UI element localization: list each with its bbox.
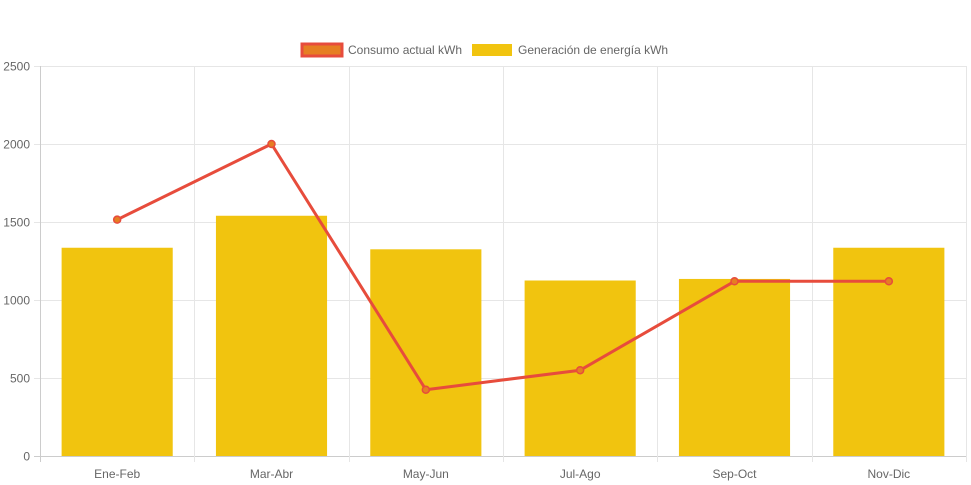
bar[interactable] <box>678 278 791 456</box>
legend-label-consumo: Consumo actual kWh <box>348 43 462 57</box>
line-point[interactable] <box>267 139 276 149</box>
series-line <box>116 142 889 392</box>
y-tick-label: 2000 <box>3 138 30 152</box>
bar[interactable] <box>370 249 482 456</box>
legend-swatch-generacion <box>472 44 512 56</box>
legend: Consumo actual kWh Generación de energía… <box>300 42 668 58</box>
bar[interactable] <box>215 215 328 456</box>
x-tick-label: Ene-Feb <box>94 467 140 481</box>
x-tick-label: May-Jun <box>403 467 449 481</box>
y-tick-label: 1000 <box>3 294 30 308</box>
bar[interactable] <box>61 247 173 456</box>
y-tick-label: 500 <box>10 372 30 386</box>
legend-swatch-consumo <box>300 42 344 58</box>
legend-item-consumo[interactable]: Consumo actual kWh <box>300 42 462 58</box>
line-point[interactable] <box>575 365 585 375</box>
axes: 0 500 1000 1500 2000 2500 Ene-Feb Mar-Abr May-Ju… <box>3 60 910 482</box>
bar-series-generacion <box>61 215 945 456</box>
line-series-consumo <box>112 139 894 394</box>
line-point[interactable] <box>730 277 739 286</box>
legend-item-generacion[interactable]: Generación de energía kWh <box>472 43 668 57</box>
y-tick-label: 0 <box>23 450 30 464</box>
x-tick-label: Mar-Abr <box>250 467 293 481</box>
x-tick-label: Jul-Ago <box>560 467 601 481</box>
legend-label-generacion: Generación de energía kWh <box>518 43 668 57</box>
y-tick-label: 2500 <box>3 60 30 74</box>
line-point[interactable] <box>421 385 431 394</box>
line-point[interactable] <box>884 277 894 286</box>
x-tick-label: Nov-Dic <box>867 467 910 481</box>
y-tick-label: 1500 <box>3 216 30 230</box>
grid <box>34 66 967 462</box>
line-point[interactable] <box>112 215 122 224</box>
x-tick-label: Sep-Oct <box>712 467 757 481</box>
